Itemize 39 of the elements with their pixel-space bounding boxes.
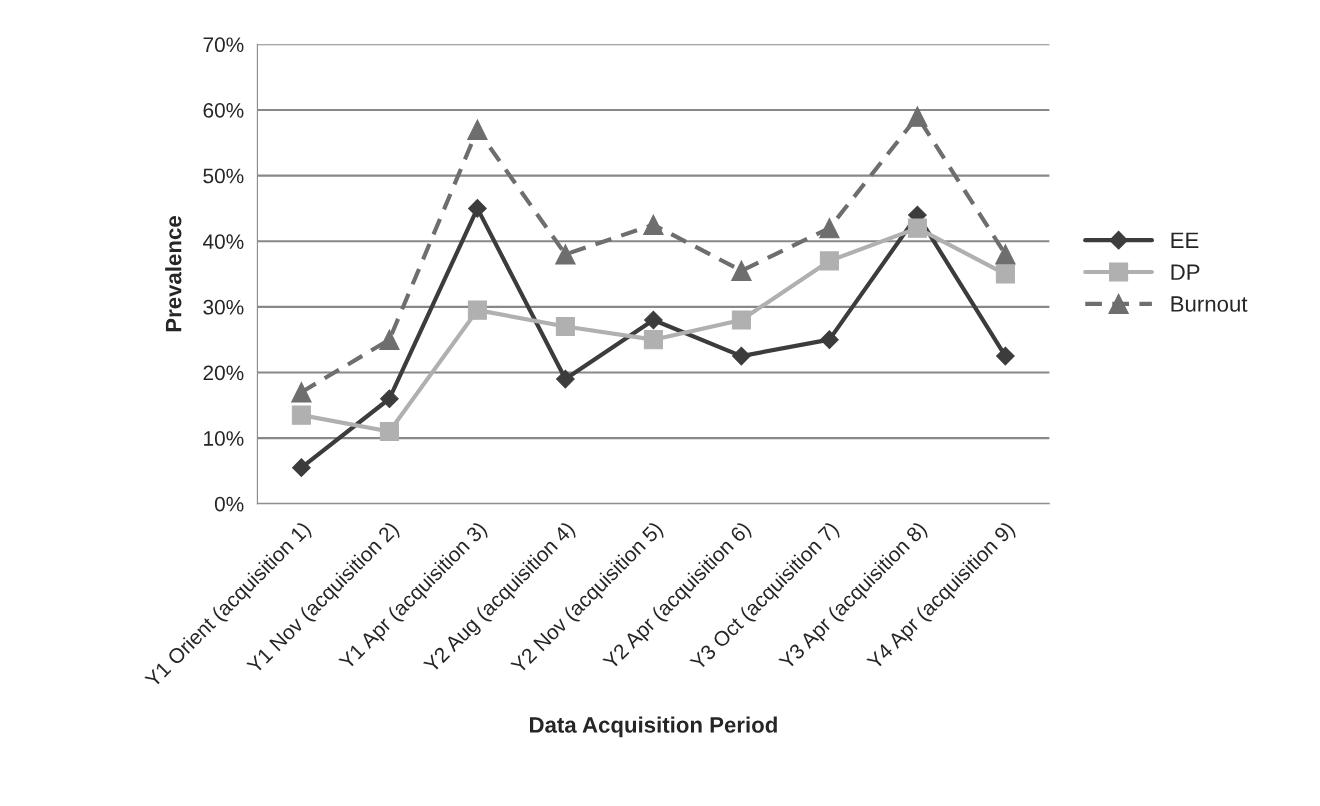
x-axis-title: Data Acquisition Period <box>529 716 777 738</box>
y-tick-label: 20% <box>203 365 244 381</box>
point <box>820 330 839 350</box>
point <box>379 329 400 350</box>
legend-label: Burnout <box>1171 296 1248 312</box>
point <box>819 217 840 239</box>
legend-label: EE <box>1171 232 1199 248</box>
point <box>643 330 663 350</box>
point <box>468 199 487 218</box>
point <box>556 369 575 389</box>
point <box>292 458 311 478</box>
point <box>995 264 1015 284</box>
y-tick-label: 0% <box>214 496 244 512</box>
point <box>379 422 399 442</box>
point <box>731 260 752 281</box>
point <box>907 218 927 238</box>
y-tick-label: 40% <box>202 234 244 249</box>
y-tick-label: 50% <box>203 168 244 184</box>
point <box>291 405 311 425</box>
y-tick-label: 60% <box>203 102 244 118</box>
point <box>555 244 576 265</box>
point <box>467 300 487 320</box>
point <box>291 381 312 403</box>
point <box>996 346 1015 366</box>
y-tick-label: 30% <box>203 299 244 315</box>
point <box>819 251 839 271</box>
y-axis-title: Prevalence <box>165 216 182 332</box>
point <box>731 310 751 330</box>
point <box>380 389 399 409</box>
point <box>907 106 928 127</box>
point <box>732 346 751 366</box>
legend-label: DP <box>1171 264 1200 280</box>
point <box>555 317 575 337</box>
point <box>643 214 664 236</box>
point <box>467 119 488 140</box>
y-tick-label: 10% <box>204 431 244 446</box>
y-tick-label: 70% <box>203 37 244 53</box>
point <box>995 244 1016 265</box>
point <box>644 310 663 330</box>
